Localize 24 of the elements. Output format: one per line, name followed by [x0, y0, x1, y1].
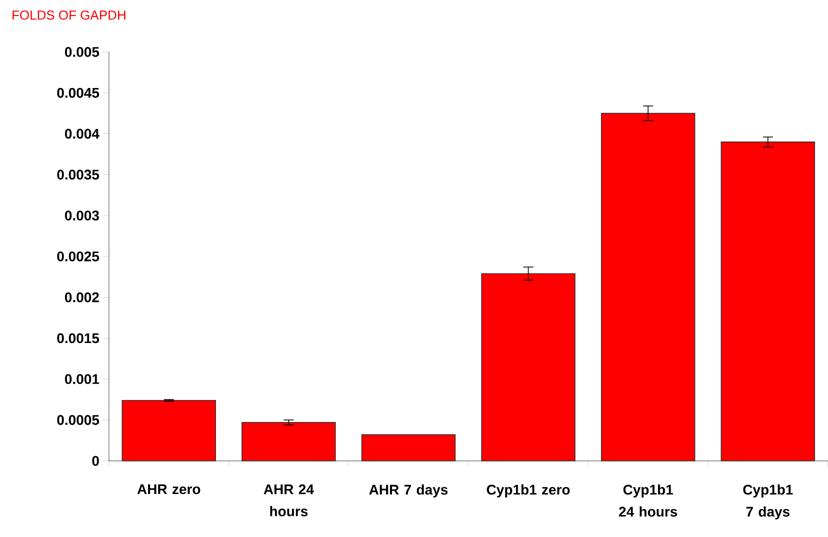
- bar: [361, 434, 456, 462]
- y-tick-label: 0.001: [64, 374, 100, 384]
- bar: [122, 400, 216, 462]
- bar: [242, 422, 336, 462]
- y-tick-label: 0.0015: [57, 333, 100, 344]
- x-tick-label: AHR 24 hours: [264, 484, 314, 516]
- y-tick-label: 0: [92, 456, 99, 466]
- y-tick-label: 0.002: [64, 292, 99, 302]
- bar: [600, 112, 696, 462]
- y-tick-label: 0.0045: [57, 88, 100, 98]
- x-tick-label: Cyp1b1 zero: [486, 484, 570, 498]
- bar: [720, 142, 816, 462]
- x-tick-label: Cyp1b1 7 days: [743, 484, 793, 520]
- y-tick-label: 0.0035: [57, 170, 100, 180]
- y-tick-label: 0.005: [64, 47, 100, 57]
- x-tick-label: AHR 7 days: [369, 484, 448, 498]
- x-tick-label: AHR zero: [137, 484, 200, 494]
- y-tick-label: 0.003: [64, 210, 99, 221]
- y-tick-label: 0.0025: [57, 252, 100, 262]
- y-tick-label: 0.004: [64, 128, 100, 139]
- y-tick-label: 0.0005: [57, 415, 100, 426]
- x-tick-label: Cyp1b1 24 hours: [619, 484, 678, 517]
- y-axis-title: FOLDS OF GAPDH: [12, 10, 126, 20]
- bar: [481, 273, 576, 462]
